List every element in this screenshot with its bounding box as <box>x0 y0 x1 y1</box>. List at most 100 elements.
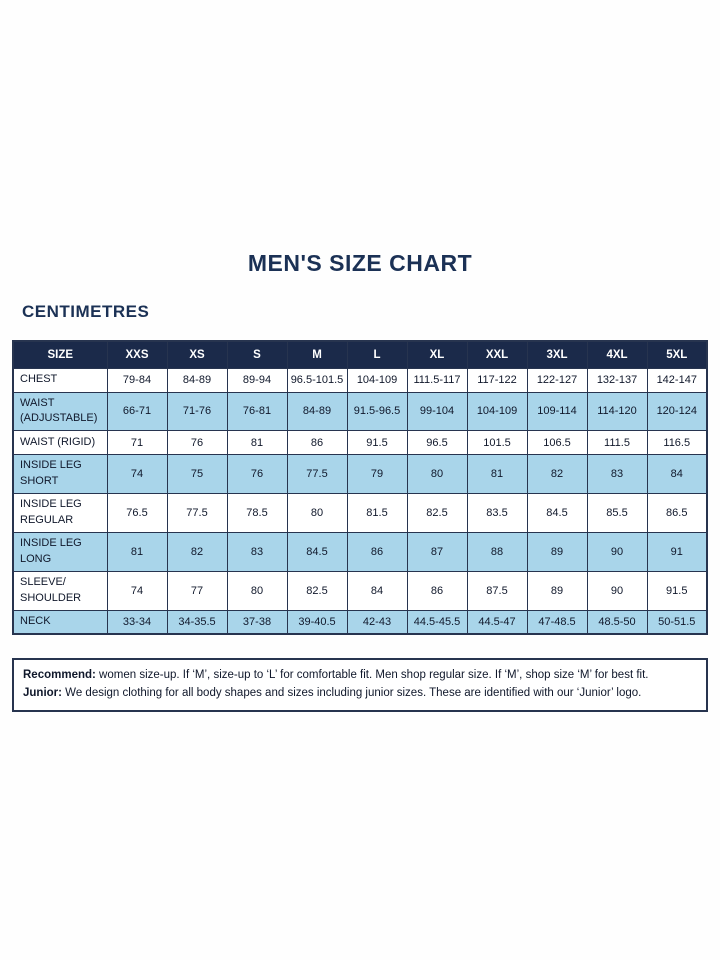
table-cell: 76-81 <box>226 391 288 432</box>
table-cell: 86 <box>346 532 408 572</box>
table-cell: 114-120 <box>586 391 648 432</box>
column-header: XXL <box>466 340 528 369</box>
junior-text: We design clothing for all body shapes a… <box>61 686 642 699</box>
column-header: 5XL <box>646 340 708 369</box>
table-cell: 44.5-45.5 <box>406 609 468 635</box>
table-cell: 81 <box>106 532 168 572</box>
page-title: MEN'S SIZE CHART <box>247 250 473 276</box>
row-label: INSIDE LEG REGULAR <box>12 493 108 534</box>
column-header: XS <box>166 340 228 369</box>
table-cell: 96.5 <box>406 430 468 456</box>
table-cell: 74 <box>106 571 168 611</box>
table-cell: 48.5-50 <box>586 609 648 635</box>
table-cell: 77 <box>166 571 228 611</box>
table-cell: 109-114 <box>526 391 588 432</box>
table-cell: 91.5-96.5 <box>346 391 408 432</box>
table-cell: 37-38 <box>226 609 288 635</box>
table-cell: 83.5 <box>466 493 528 534</box>
recommend-text: women size-up. If ‘M’, size-up to ‘L’ fo… <box>95 669 649 681</box>
column-header: SIZE <box>12 340 108 369</box>
table-cell: 111.5 <box>586 430 648 456</box>
size-table: SIZE XXS XS S M L XL XXL 3XL 4XL 5XL CHEST 79-84 84-8… <box>12 340 708 636</box>
column-header: S <box>226 340 288 369</box>
table-cell: 91 <box>646 532 708 572</box>
table-cell: 81 <box>226 430 288 456</box>
table-cell: 89 <box>526 571 588 611</box>
column-header: 3XL <box>526 340 588 369</box>
column-header: XL <box>406 340 468 369</box>
table-cell: 91.5 <box>646 571 708 611</box>
row-label: CHEST <box>12 367 108 393</box>
table-cell: 84-89 <box>286 391 348 432</box>
table-cell: 87.5 <box>466 571 528 611</box>
table-cell: 82 <box>166 532 228 572</box>
table-cell: 99-104 <box>406 391 468 432</box>
table-cell: 101.5 <box>466 430 528 456</box>
table-cell: 80 <box>286 493 348 534</box>
table-cell: 122-127 <box>526 367 588 393</box>
table-cell: 71-76 <box>166 391 228 432</box>
table-cell: 79-84 <box>106 367 168 393</box>
table-cell: 83 <box>226 532 288 572</box>
column-header: L <box>346 340 408 369</box>
table-cell: 77.5 <box>286 454 348 495</box>
table-cell: 84 <box>346 571 408 611</box>
table-cell: 90 <box>586 532 648 572</box>
table-cell: 78.5 <box>226 493 288 534</box>
table-cell: 50-51.5 <box>646 609 708 635</box>
table-cell: 111.5-117 <box>406 367 468 393</box>
table-cell: 76.5 <box>106 493 168 534</box>
table-cell: 132-137 <box>586 367 648 393</box>
column-header: M <box>286 340 348 369</box>
table-cell: 77.5 <box>166 493 228 534</box>
table-cell: 33-34 <box>106 609 168 635</box>
table-cell: 87 <box>406 532 468 572</box>
table-cell: 81 <box>466 454 528 495</box>
table-cell: 89-94 <box>226 367 288 393</box>
table-cell: 106.5 <box>526 430 588 456</box>
table-row: INSIDE LEG LONG 81 82 83 84.5 86 87 88 89 90 91 <box>12 532 708 572</box>
table-cell: 84.5 <box>286 532 348 572</box>
junior-note: Junior: We design clothing for all body … <box>23 685 697 703</box>
table-cell: 76 <box>226 454 288 495</box>
table-cell: 86 <box>406 571 468 611</box>
table-row: CHEST 79-84 84-89 89-94 96.5-101.5 104-109 111… <box>12 367 708 393</box>
table-cell: 47-48.5 <box>526 609 588 635</box>
recommend-note: Recommend: women size-up. If ‘M’, size-u… <box>23 667 697 685</box>
recommend-label: Recommend: <box>23 669 96 681</box>
row-label: INSIDE LEG LONG <box>12 532 108 572</box>
table-row: NECK 33-34 34-35.5 37-38 39-40.5 42-43 44.5-45… <box>12 609 708 635</box>
table-cell: 91.5 <box>346 430 408 456</box>
table-cell: 76 <box>166 430 228 456</box>
table-cell: 89 <box>526 532 588 572</box>
table-cell: 82.5 <box>286 571 348 611</box>
table-cell: 82 <box>526 454 588 495</box>
column-header: XXS <box>106 340 168 369</box>
table-row: INSIDE LEG SHORT 74 75 76 77.5 79 80 81 82 83 84 <box>12 454 708 495</box>
table-row: WAIST (ADJUSTABLE) 66-71 71-76 76-81 84-89 91… <box>12 391 708 432</box>
table-cell: 80 <box>226 571 288 611</box>
table-cell: 85.5 <box>586 493 648 534</box>
table-cell: 42-43 <box>346 609 408 635</box>
size-table-container: SIZE XXS XS S M L XL XXL 3XL 4XL 5XL CHEST 79-84 84-8… <box>12 340 708 636</box>
units-heading: CENTIMETRES <box>22 302 150 321</box>
header-row: SIZE XXS XS S M L XL XXL 3XL 4XL 5XL <box>12 340 708 369</box>
table-cell: 82.5 <box>406 493 468 534</box>
table-cell: 104-109 <box>466 391 528 432</box>
table-cell: 39-40.5 <box>286 609 348 635</box>
table-row: INSIDE LEG REGULAR 76.5 77.5 78.5 80 81.5 82.5… <box>12 493 708 534</box>
table-cell: 84 <box>646 454 708 495</box>
table-row: WAIST (RIGID) 71 76 81 86 91.5 96.5 101.5 106.5 1… <box>12 430 708 456</box>
row-label: SLEEVE/ SHOULDER <box>12 571 108 611</box>
table-cell: 83 <box>586 454 648 495</box>
row-label: INSIDE LEG SHORT <box>12 454 108 495</box>
row-label: WAIST (RIGID) <box>12 430 108 456</box>
table-cell: 34-35.5 <box>166 609 228 635</box>
junior-label: Junior: <box>23 686 62 699</box>
table-cell: 84.5 <box>526 493 588 534</box>
table-cell: 80 <box>406 454 468 495</box>
table-cell: 75 <box>166 454 228 495</box>
row-label: WAIST (ADJUSTABLE) <box>12 391 108 432</box>
table-cell: 120-124 <box>646 391 708 432</box>
